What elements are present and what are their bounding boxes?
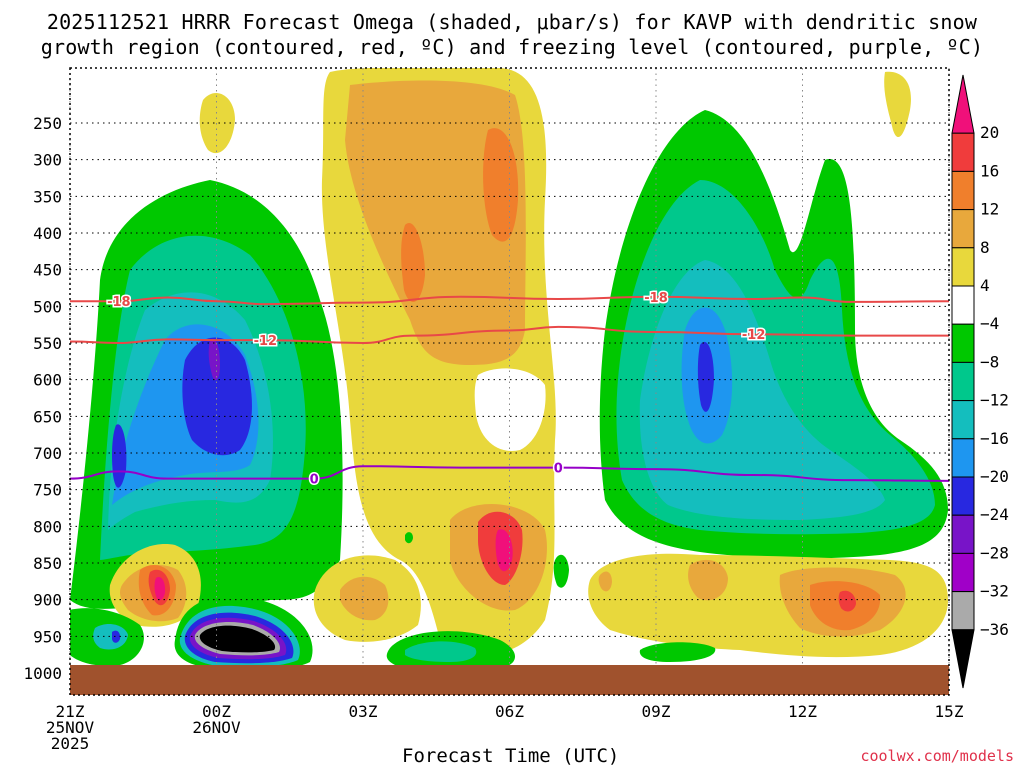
colorbar-label: −16 (980, 429, 1009, 448)
y-tick-label: 400 (33, 224, 62, 243)
omega-positive-region-center-8 (345, 80, 526, 365)
omega-positive-small-topright (884, 71, 911, 138)
y-tick-label: 300 (33, 151, 62, 170)
colorbar-arrow-bottom (951, 629, 975, 689)
x-tick-label: 06Z (495, 702, 524, 721)
colorbar-segment (951, 323, 975, 363)
y-tick-label: 350 (33, 187, 62, 206)
colorbar-segment (951, 247, 975, 287)
y-tick-label: 950 (33, 627, 62, 646)
colorbar-segment (951, 438, 975, 478)
colorbar-segment (951, 591, 975, 631)
colorbar-segment (951, 514, 975, 554)
colorbar-label: 16 (980, 161, 999, 180)
contour-label: -12 (742, 328, 766, 343)
contour-label: -18 (107, 295, 131, 310)
contour-label: 0 (310, 473, 319, 488)
terrain-ground (70, 665, 949, 695)
omega-neutral-hole (474, 368, 546, 451)
chart-title-line-1: 2025112521 HRRR Forecast Omega (shaded, … (46, 10, 978, 34)
colorbar-label: −24 (980, 505, 1009, 524)
colorbar: 20 16 12 8 4 −4 −8 −12 −16 −20 −24 −28 −32 −36 (951, 74, 1009, 689)
y-tick-label: 800 (33, 517, 62, 536)
colorbar-label: 4 (980, 276, 990, 295)
colorbar-label: −20 (980, 467, 1009, 486)
y-tick-label: 250 (33, 114, 62, 133)
colorbar-label: 8 (980, 238, 990, 257)
contour-line (70, 295, 949, 306)
x-tick-year: 2025 (51, 734, 90, 753)
x-tick-label: 03Z (349, 702, 378, 721)
y-tick-label: 550 (33, 334, 62, 353)
colorbar-segment (951, 170, 975, 211)
omega-negative-low-left-corner-24 (112, 630, 121, 643)
colorbar-segment (951, 132, 975, 172)
omega-negative-region-left-24 (182, 337, 252, 456)
colorbar-label: 12 (980, 200, 999, 219)
y-tick-label: 750 (33, 481, 62, 500)
x-tick-label: 09Z (642, 702, 671, 721)
colorbar-arrow-top (951, 74, 975, 134)
y-tick-label: 700 (33, 444, 62, 463)
omega-positive-06z-max (495, 529, 513, 572)
omega-negative-dot (405, 532, 413, 544)
colorbar-label: −4 (980, 314, 999, 333)
colorbar-label: −32 (980, 582, 1009, 601)
colorbar-segment (951, 552, 975, 593)
omega-positive-low-right-mid (688, 559, 728, 601)
y-tick-label: 850 (33, 554, 62, 573)
omega-positive-small-top (199, 92, 235, 154)
grid-lines (69, 68, 950, 695)
y-tick-label: 1000 (23, 664, 62, 683)
contour-label: -12 (254, 334, 278, 349)
omega-negative-low-right-green (639, 642, 716, 662)
contour-line (70, 325, 949, 345)
y-tick-label: 900 (33, 591, 62, 610)
colorbar-label: −8 (980, 352, 999, 371)
colorbar-segment (951, 209, 975, 249)
colorbar-segment (951, 285, 975, 325)
omega-positive-low-03z-8 (340, 576, 389, 621)
x-tick-label: 21Z (56, 702, 85, 721)
colorbar-segment (951, 476, 975, 516)
colorbar-label: 20 (980, 123, 999, 142)
y-tick-label: 500 (33, 297, 62, 316)
contour-line (70, 465, 949, 482)
x-tick-date: 26NOV (192, 718, 241, 737)
omega-negative-low-04z-12 (405, 641, 477, 662)
omega-negative-region-left-28 (208, 338, 220, 381)
contour-label: -18 (644, 291, 668, 306)
plot-frame (69, 67, 950, 696)
x-tick-label: 00Z (202, 702, 231, 721)
y-tick-label: 600 (33, 371, 62, 390)
omega-positive-low-left-20 (154, 577, 166, 601)
y-tick-label: 450 (33, 261, 62, 280)
colorbar-label: −36 (980, 620, 1009, 639)
credit-text[interactable]: coolwx.com/models (860, 747, 1014, 765)
x-tick-label: 12Z (788, 702, 817, 721)
colorbar-label: −28 (980, 543, 1009, 562)
chart-title-line-2: growth region (contoured, red, ºC) and f… (40, 35, 984, 59)
omega-negative-low-core-36 (199, 625, 276, 653)
omega-positive-low-right-small (598, 571, 612, 592)
y-tick-label: 650 (33, 407, 62, 426)
omega-positive-low-right-16 (838, 590, 856, 612)
x-tick-date: 25NOV (46, 718, 95, 737)
y-axis-ticks: 250 300 350 400 450 500 550 600 650 700 750 800 850 9… (23, 114, 62, 683)
contour-label: 0 (554, 462, 563, 477)
colorbar-segment (951, 400, 975, 440)
x-tick-label: 15Z (935, 702, 964, 721)
omega-negative-small-07z (553, 554, 569, 588)
x-axis-label: Forecast Time (UTC) (402, 745, 620, 767)
omega-positive-region-center-12b (401, 223, 425, 302)
omega-negative-region-right-24 (697, 341, 714, 412)
colorbar-segment (951, 361, 975, 402)
omega-negative-low-left-corner-16 (93, 624, 128, 650)
colorbar-label: −12 (980, 391, 1009, 410)
contour-lines: -18 -18 -12 -12 0 0 (70, 289, 949, 489)
